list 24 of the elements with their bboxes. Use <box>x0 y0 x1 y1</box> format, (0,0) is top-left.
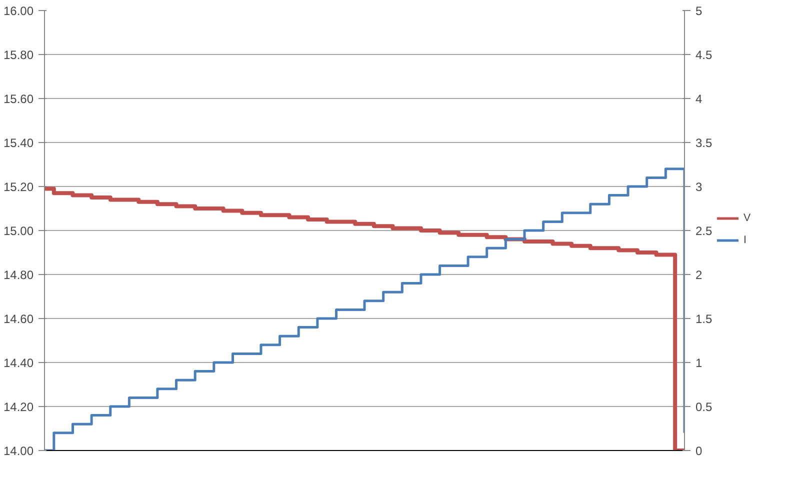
y-tick-label: 14.80 <box>3 268 34 282</box>
y2-tick-label: 5 <box>696 4 702 18</box>
y2-tick-label: 2 <box>696 268 702 282</box>
y2-tick-label: 4 <box>696 92 702 106</box>
y-tick-label: 14.00 <box>3 444 34 458</box>
y-tick-label: 15.00 <box>3 224 34 238</box>
y2-tick-label: 4.5 <box>696 48 713 62</box>
y2-tick-label: 0 <box>696 444 702 458</box>
y2-tick-label: 3 <box>696 180 702 194</box>
y-tick-label: 16.00 <box>3 4 34 18</box>
y2-tick-label: 3.5 <box>696 136 713 150</box>
y-tick-label: 15.60 <box>3 92 34 106</box>
y-tick-label: 14.40 <box>3 356 34 370</box>
y-tick-label: 15.20 <box>3 180 34 194</box>
y2-tick-label: 0.5 <box>696 400 713 414</box>
y2-tick-label: 1 <box>696 356 702 370</box>
y2-tick-label: 2.5 <box>696 224 713 238</box>
y-tick-label: 14.20 <box>3 400 34 414</box>
y2-tick-label: 1.5 <box>696 312 713 326</box>
y-tick-label: 15.80 <box>3 48 34 62</box>
legend-label: V <box>744 212 752 224</box>
y-tick-label: 15.40 <box>3 136 34 150</box>
y-tick-label: 14.60 <box>3 312 34 326</box>
legend-label: I <box>744 234 748 246</box>
